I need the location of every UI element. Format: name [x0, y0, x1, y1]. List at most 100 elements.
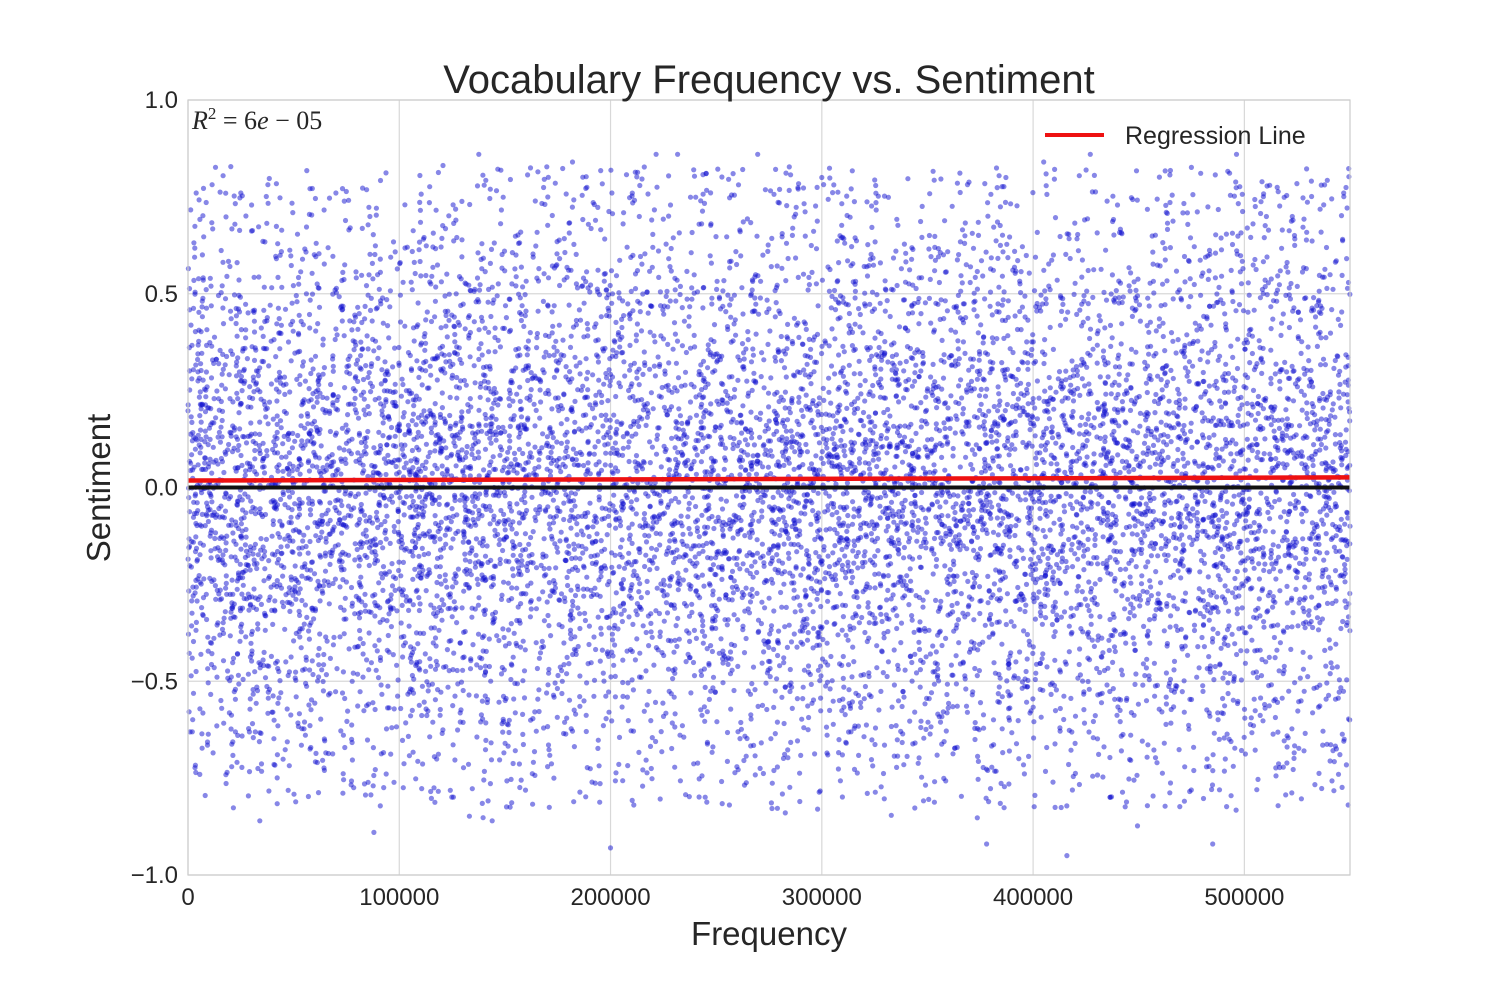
scatter-point [450, 513, 456, 520]
scatter-point [1251, 696, 1257, 702]
scatter-point [740, 166, 746, 173]
scatter-point [204, 616, 210, 623]
scatter-point [1079, 376, 1085, 382]
scatter-point [327, 561, 333, 568]
scatter-point [282, 391, 288, 397]
scatter-point [453, 530, 459, 537]
scatter-point [452, 571, 458, 577]
scatter-point [657, 796, 663, 802]
scatter-point [351, 347, 357, 353]
scatter-point [399, 737, 406, 744]
scatter-point [377, 256, 383, 262]
scatter-point [798, 752, 804, 759]
scatter-point [423, 706, 429, 712]
scatter-point [984, 386, 990, 392]
scatter-point [917, 619, 923, 625]
scatter-point [1004, 366, 1011, 372]
scatter-point [234, 260, 240, 266]
scatter-point [244, 356, 250, 362]
scatter-point [553, 338, 559, 344]
scatter-point [1188, 164, 1194, 170]
scatter-point [554, 439, 560, 445]
scatter-point [323, 750, 329, 756]
scatter-point [815, 634, 821, 640]
scatter-point [750, 352, 757, 358]
scatter-point [1134, 197, 1140, 203]
scatter-point [570, 598, 576, 605]
scatter-point [1329, 196, 1335, 202]
scatter-point [850, 499, 856, 505]
scatter-point [433, 564, 439, 570]
scatter-point [1048, 493, 1054, 499]
scatter-point [839, 567, 845, 573]
scatter-point [275, 723, 281, 729]
scatter-point [418, 273, 424, 279]
scatter-point [366, 562, 372, 569]
scatter-point [828, 363, 835, 369]
scatter-point [441, 602, 447, 608]
scatter-point [1015, 258, 1021, 264]
scatter-point [311, 418, 318, 424]
scatter-point [500, 626, 506, 632]
scatter-point [301, 532, 307, 538]
scatter-point [719, 576, 725, 583]
scatter-point [1235, 412, 1241, 418]
scatter-point [701, 284, 707, 291]
scatter-point [1101, 289, 1107, 295]
scatter-point [1292, 242, 1298, 248]
scatter-point [1321, 557, 1327, 563]
scatter-point [909, 256, 915, 262]
scatter-point [424, 309, 430, 315]
scatter-point [501, 521, 508, 527]
scatter-point [980, 712, 987, 718]
scatter-point [1338, 213, 1345, 219]
scatter-point [469, 446, 475, 452]
scatter-point [1031, 735, 1037, 741]
scatter-point [634, 468, 640, 474]
scatter-point [851, 560, 857, 566]
scatter-point [343, 460, 349, 466]
scatter-point [805, 630, 811, 636]
scatter-point [1342, 521, 1348, 527]
scatter-point [986, 588, 992, 594]
scatter-point [699, 208, 706, 214]
scatter-point [755, 703, 761, 710]
scatter-point [510, 519, 516, 525]
scatter-point [916, 755, 922, 761]
scatter-point [372, 463, 378, 469]
scatter-point [673, 623, 679, 629]
scatter-point [287, 608, 293, 615]
scatter-point [785, 321, 791, 327]
scatter-point [1235, 201, 1241, 207]
scatter-point [620, 657, 626, 663]
scatter-point [849, 401, 855, 407]
scatter-point [433, 284, 439, 290]
scatter-point [371, 348, 377, 354]
scatter-point [380, 420, 386, 426]
scatter-point [1092, 532, 1098, 538]
scatter-point [194, 598, 200, 604]
scatter-point [400, 381, 406, 388]
scatter-point [498, 207, 504, 213]
scatter-point [979, 527, 986, 533]
scatter-point [1118, 748, 1124, 754]
scatter-point [540, 589, 546, 595]
scatter-point [872, 423, 878, 429]
scatter-point [780, 514, 786, 520]
scatter-point [1164, 278, 1170, 284]
scatter-point [651, 363, 658, 369]
scatter-point [188, 673, 194, 679]
scatter-point [1059, 398, 1065, 404]
scatter-point [611, 412, 617, 418]
scatter-point [561, 500, 567, 506]
scatter-point [239, 764, 245, 771]
scatter-point [1090, 773, 1096, 779]
scatter-point [428, 788, 434, 795]
scatter-point [234, 359, 240, 365]
scatter-point [1308, 308, 1315, 314]
scatter-point [203, 434, 209, 440]
scatter-point [968, 378, 975, 384]
scatter-point [500, 424, 506, 430]
scatter-point [644, 590, 651, 596]
scatter-point [368, 295, 374, 301]
